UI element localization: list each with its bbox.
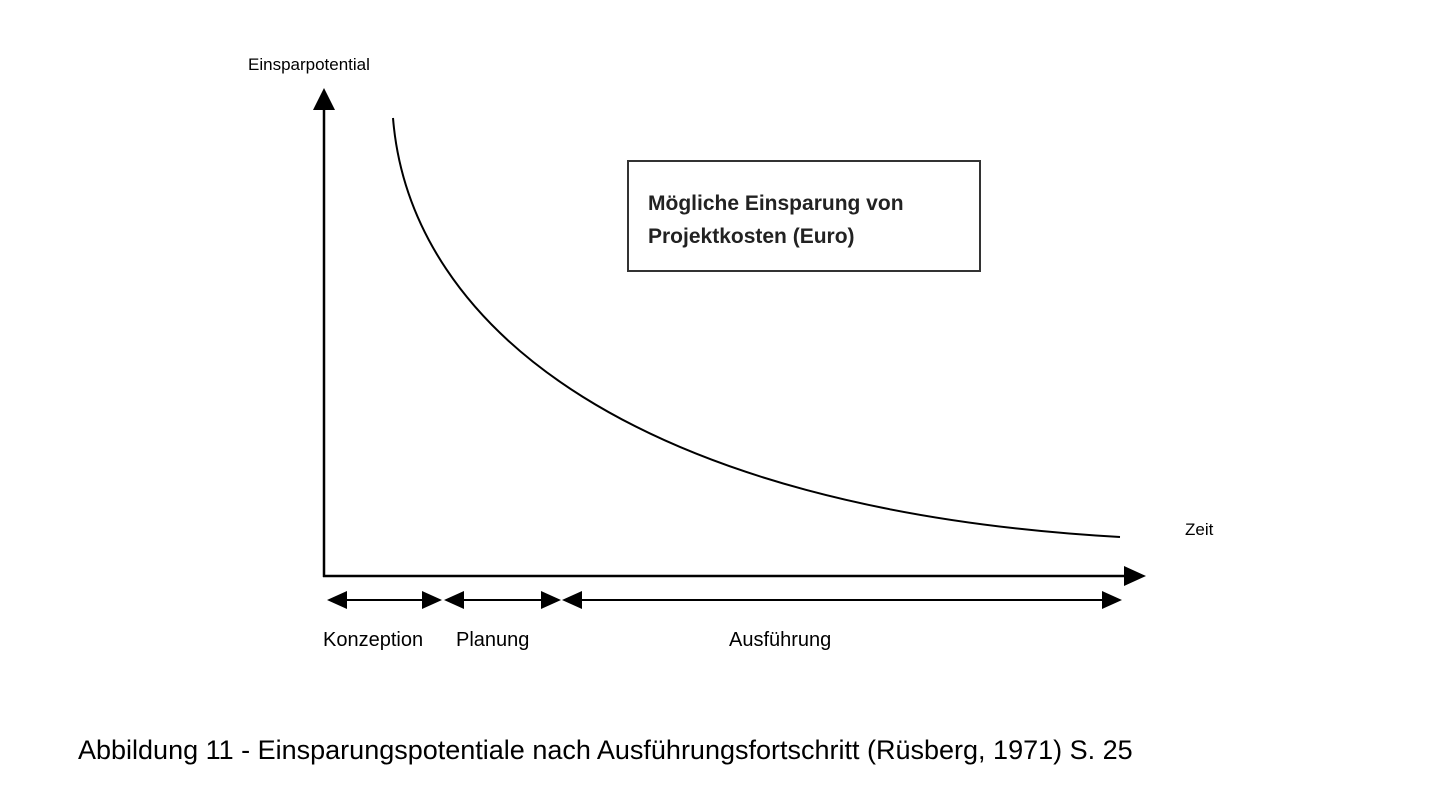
legend-box: Mögliche Einsparung von Projektkosten (E… <box>627 160 981 272</box>
figure-caption: Abbildung 11 - Einsparungspotentiale nac… <box>78 735 1133 765</box>
legend-line-1: Mögliche Einsparung von <box>648 192 904 215</box>
phase-label-ausfuehrung: Ausführung <box>729 629 831 651</box>
phase-label-planung: Planung <box>456 629 529 651</box>
phase-label-konzeption: Konzeption <box>323 629 423 651</box>
phase-span-planung <box>444 591 561 609</box>
phase-span-konzeption <box>327 591 442 609</box>
phase-span-ausfuehrung <box>562 591 1122 609</box>
savings-curve <box>392 117 1121 538</box>
y-axis-arrowhead <box>313 88 335 110</box>
x-axis-arrowhead <box>1124 566 1146 586</box>
legend-line-2: Projektkosten (Euro) <box>648 225 855 248</box>
x-axis-label: Zeit <box>1185 520 1214 539</box>
y-axis-label: Einsparpotential <box>248 55 370 74</box>
